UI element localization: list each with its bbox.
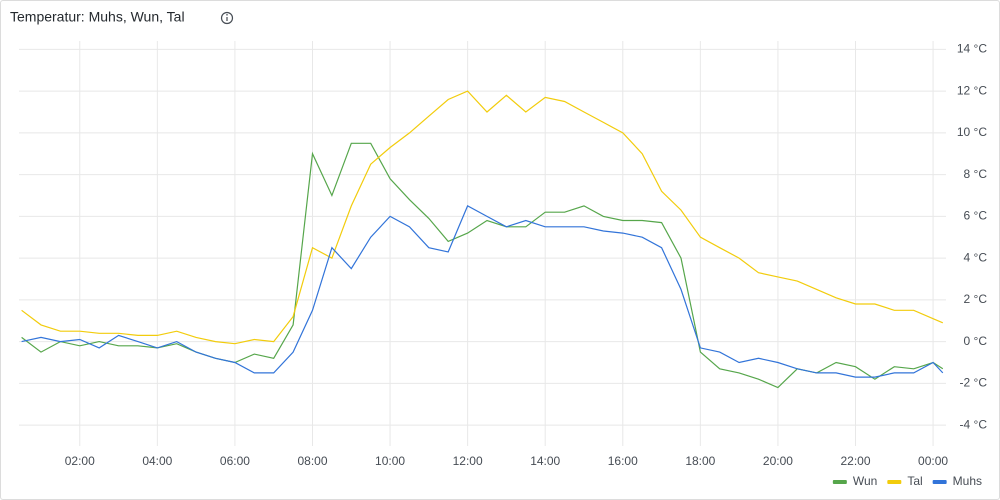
series-line — [21, 142, 944, 389]
x-tick-label: 22:00 — [840, 454, 870, 468]
y-tick-label: 2 °C — [964, 292, 988, 306]
x-tick-label: 18:00 — [685, 454, 715, 468]
y-tick-label: 0 °C — [964, 334, 988, 348]
x-tick-label: 06:00 — [220, 454, 250, 468]
y-tick-label: 10 °C — [957, 125, 987, 139]
legend-label: Muhs — [953, 474, 982, 488]
x-tick-label: 14:00 — [530, 454, 560, 468]
legend-label: Tal — [907, 474, 922, 488]
x-tick-label: 02:00 — [65, 454, 95, 468]
x-tick-label: 20:00 — [763, 454, 793, 468]
y-tick-label: -2 °C — [960, 376, 988, 390]
chart-title: Temperatur: Muhs, Wun, Tal — [10, 9, 185, 25]
x-tick-label: 10:00 — [375, 454, 405, 468]
y-tick-label: 12 °C — [957, 83, 987, 97]
y-tick-label: 14 °C — [957, 42, 987, 56]
series-line — [21, 205, 944, 378]
x-tick-label: 04:00 — [142, 454, 172, 468]
x-tick-label: 00:00 — [918, 454, 948, 468]
legend-swatch — [832, 480, 847, 484]
y-tick-label: 4 °C — [964, 250, 988, 264]
y-tick-label: 6 °C — [964, 209, 988, 223]
info-icon[interactable] — [220, 11, 234, 25]
legend-swatch — [887, 480, 902, 484]
legend-swatch — [932, 480, 947, 484]
x-tick-label: 12:00 — [453, 454, 483, 468]
y-tick-label: 8 °C — [964, 167, 988, 181]
x-tick-label: 08:00 — [297, 454, 327, 468]
y-tick-label: -4 °C — [960, 417, 988, 431]
series-line — [21, 90, 944, 345]
legend-label: Wun — [853, 474, 877, 488]
x-tick-label: 16:00 — [608, 454, 638, 468]
